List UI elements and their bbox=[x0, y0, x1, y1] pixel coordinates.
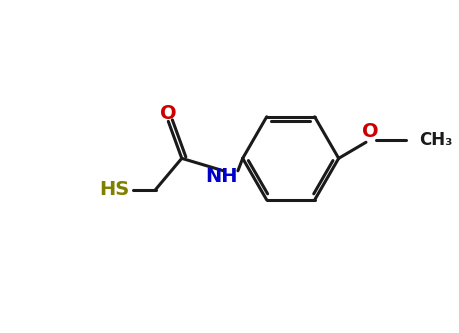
Text: O: O bbox=[160, 104, 177, 123]
Text: O: O bbox=[362, 122, 378, 141]
Text: NH: NH bbox=[205, 167, 237, 186]
Text: HS: HS bbox=[100, 180, 130, 199]
Text: CH₃: CH₃ bbox=[419, 131, 453, 149]
